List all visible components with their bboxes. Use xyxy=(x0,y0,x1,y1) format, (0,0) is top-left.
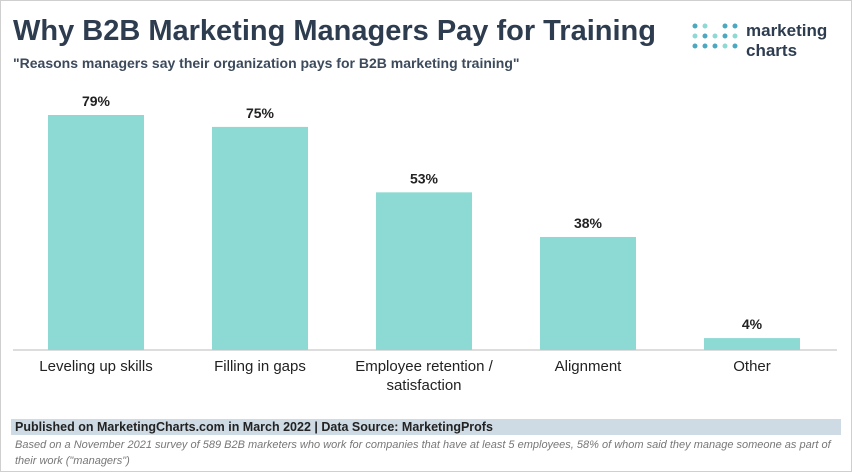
x-tick-label: Employee retention / satisfaction xyxy=(355,358,493,394)
note: Based on a November 2021 survey of 589 B… xyxy=(15,439,831,467)
chart-title: Why B2B Marketing Managers Pay for Train… xyxy=(13,15,656,47)
data-label: 38% xyxy=(574,215,603,231)
source: Published on MarketingCharts.com in Marc… xyxy=(11,419,841,435)
data-label: 79% xyxy=(82,93,111,109)
data-label: 75% xyxy=(246,105,275,121)
x-tick-label: Alignment xyxy=(554,358,622,375)
logo-dots xyxy=(692,23,738,49)
logo-text: marketing xyxy=(746,21,828,40)
data-label: 4% xyxy=(742,316,763,332)
x-tick-label: Filling in gaps xyxy=(214,358,306,375)
x-tick-label: Other xyxy=(733,358,771,375)
bar xyxy=(48,115,144,350)
chart-subtitle: "Reasons managers say their organization… xyxy=(13,55,520,71)
bar xyxy=(704,338,800,350)
bar xyxy=(540,236,636,350)
x-tick-label: Leveling up skills xyxy=(39,358,153,375)
logo-text: charts xyxy=(746,41,798,60)
bar xyxy=(376,192,472,350)
data-label: 53% xyxy=(410,170,439,186)
bar xyxy=(212,126,308,350)
